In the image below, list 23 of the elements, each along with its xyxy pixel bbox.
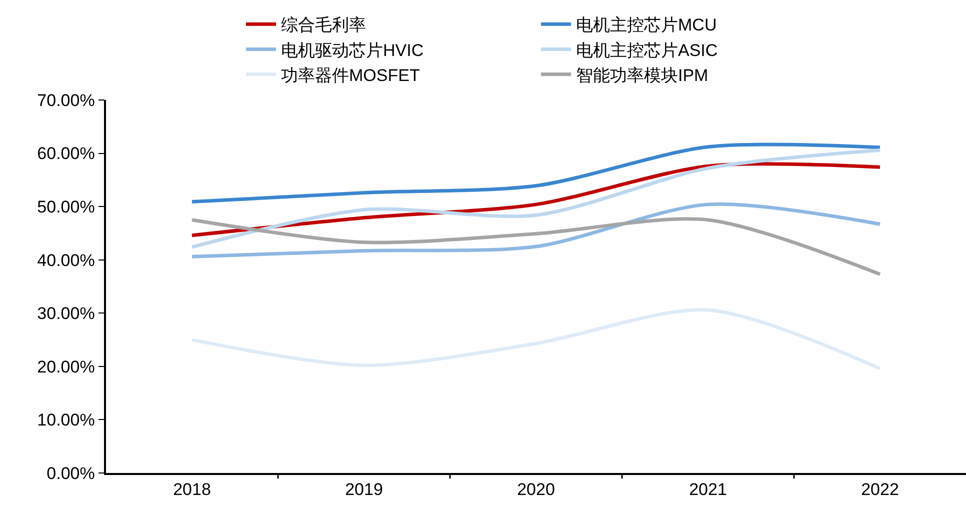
legend-label: 电机主控芯片MCU: [576, 16, 717, 35]
y-tick-label: 0.00%: [46, 464, 95, 483]
y-tick-label: 10.00%: [37, 410, 95, 430]
line-series: [190, 308, 882, 370]
y-tick-label: 60.00%: [37, 144, 95, 164]
y-tick-label: 30.00%: [37, 304, 95, 324]
legend-label: 功率器件MOSFET: [281, 66, 420, 85]
x-tick-label: 2022: [861, 480, 899, 500]
y-tick-label: 20.00%: [37, 357, 95, 376]
y-tick-label: 40.00%: [37, 250, 95, 270]
x-tick-label: 2021: [689, 480, 727, 500]
legend-label: 电机主控芯片ASIC: [576, 40, 718, 60]
y-tick-label: 50.00%: [37, 198, 95, 217]
line-series: [190, 217, 882, 276]
legend-label: 综合毛利率: [281, 16, 366, 35]
line-series: [190, 148, 882, 249]
legend-label: 智能功率模块IPM: [576, 66, 708, 85]
x-tick-label: 2020: [517, 480, 555, 500]
legend-label: 电机驱动芯片HVIC: [281, 40, 424, 60]
y-tick-label: 70.00%: [37, 90, 95, 110]
x-tick-label: 2018: [173, 480, 211, 500]
line-series: [190, 202, 882, 258]
x-tick-label: 2019: [345, 480, 383, 500]
